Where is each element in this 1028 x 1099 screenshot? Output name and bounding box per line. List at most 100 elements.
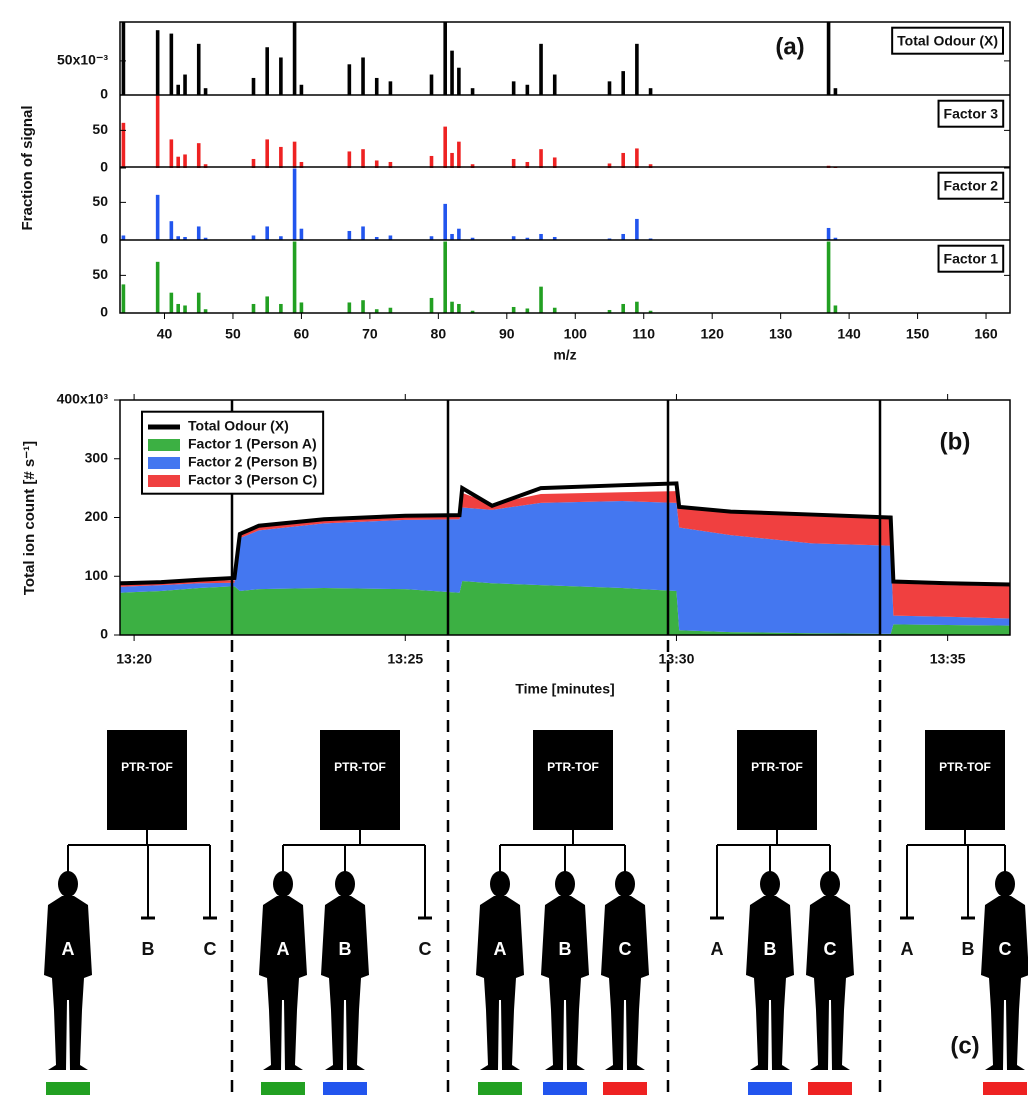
x-tick-label: 13:35: [930, 651, 966, 667]
bar: [457, 228, 461, 240]
bar: [361, 57, 365, 95]
legend: Factor 3: [937, 99, 1005, 128]
bar: [299, 84, 304, 95]
person-label: A: [277, 939, 290, 959]
y-tick-label: 50: [92, 121, 108, 137]
person-label: C: [824, 939, 837, 959]
y-tick-label: 50x10⁻³: [57, 52, 108, 68]
person-bar: [543, 1082, 587, 1095]
y-tick-label: 0: [100, 159, 108, 175]
bar: [635, 218, 639, 240]
bar: [169, 292, 174, 313]
legend-label: Total Odour (X): [188, 418, 289, 434]
spectrum-panel: [121, 95, 838, 168]
bar: [374, 309, 379, 313]
bar: [388, 235, 393, 240]
bar: [169, 221, 174, 240]
x-tick-label: 130: [769, 326, 793, 342]
person-bar: [983, 1082, 1027, 1095]
bar: [525, 84, 530, 95]
bar: [374, 77, 379, 95]
instrument-label: PTR-TOF: [751, 760, 803, 774]
bar: [833, 305, 838, 313]
person-bar: [808, 1082, 852, 1095]
spectrum-panel: [121, 168, 838, 240]
person-label: C: [619, 939, 632, 959]
bar: [203, 309, 208, 313]
instrument-label: PTR-TOF: [939, 760, 991, 774]
bar: [265, 47, 269, 95]
area-plot: [120, 481, 1010, 635]
bar: [539, 43, 543, 95]
bar: [648, 164, 653, 168]
legend-box: [937, 244, 1005, 273]
bar: [361, 149, 365, 168]
bar: [196, 226, 201, 240]
x-tick-label: 50: [225, 326, 241, 342]
bar: [826, 227, 831, 240]
person-bar: [323, 1082, 367, 1095]
legend-box: [937, 99, 1005, 128]
bar: [121, 22, 126, 95]
bar: [635, 301, 639, 313]
person-label: A: [62, 939, 75, 959]
bar: [292, 241, 297, 313]
panel-label: (a): [775, 33, 804, 60]
bar: [374, 236, 379, 240]
bar: [552, 236, 557, 240]
bar: [621, 303, 625, 313]
bar: [347, 230, 352, 240]
bar: [621, 71, 625, 95]
bar: [607, 81, 612, 95]
spectrum-panel: [121, 241, 838, 313]
bar: [347, 151, 352, 168]
person-head: [273, 871, 293, 897]
bar: [648, 310, 653, 313]
person-label: A: [711, 939, 724, 959]
person-head: [58, 871, 78, 897]
bar: [196, 292, 201, 313]
x-axis-label: Time [minutes]: [515, 681, 614, 697]
legend-label: Total Odour (X): [897, 33, 998, 49]
y-tick-label: 100: [85, 567, 109, 583]
bar: [607, 163, 612, 168]
y-tick-label: 300: [85, 449, 109, 465]
y-tick-label: 50: [92, 193, 108, 209]
bar: [826, 241, 831, 313]
x-tick-label: 160: [974, 326, 998, 342]
setup-group: PTR-TOF A B C: [44, 730, 217, 1095]
bar: [251, 303, 256, 313]
bar: [374, 160, 379, 168]
bar: [361, 226, 365, 240]
bar: [176, 236, 180, 240]
person-bar: [478, 1082, 522, 1095]
y-axis-label: Total ion count [# s⁻¹]: [21, 441, 38, 595]
person-body: [601, 896, 649, 1070]
bar: [552, 157, 557, 168]
y-tick-label: 0: [100, 304, 108, 320]
bar: [121, 284, 126, 313]
plot-frame: [119, 21, 1011, 314]
x-tick-label: 40: [157, 326, 173, 342]
bar: [196, 43, 201, 95]
bar: [457, 67, 461, 95]
bar: [552, 74, 557, 95]
instrument-label: PTR-TOF: [334, 760, 386, 774]
legend-swatch: [148, 457, 180, 469]
bar: [511, 81, 516, 95]
person-label: B: [339, 939, 352, 959]
bar: [470, 88, 475, 95]
stacked-area: [120, 501, 1010, 634]
x-tick-label: 70: [362, 326, 378, 342]
bar: [429, 74, 434, 95]
person-body: [44, 896, 92, 1070]
bar: [265, 296, 269, 313]
bar: [539, 286, 543, 313]
bar: [470, 310, 475, 313]
person-body: [981, 896, 1028, 1070]
panel-label: (c): [950, 1032, 979, 1059]
bar: [525, 308, 530, 313]
x-tick-label: 150: [906, 326, 930, 342]
bar: [121, 122, 126, 168]
